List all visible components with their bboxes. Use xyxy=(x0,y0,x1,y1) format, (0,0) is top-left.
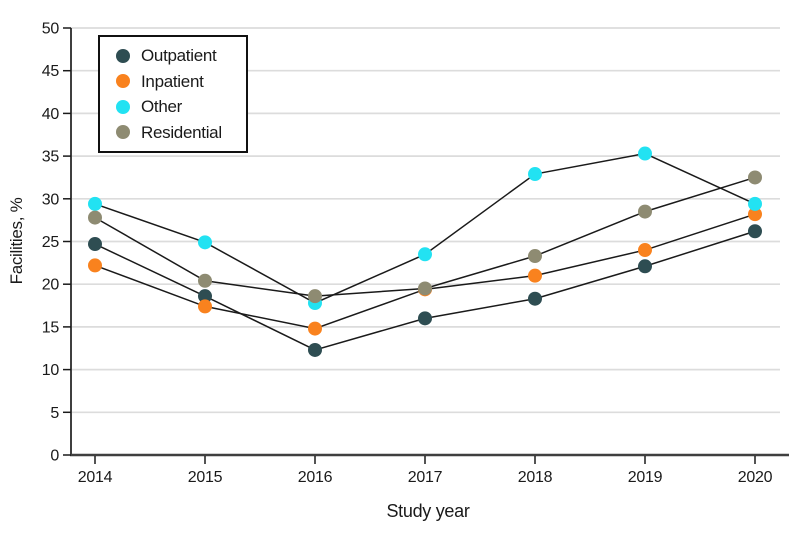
data-point-residential xyxy=(528,249,542,264)
x-tick-label: 2016 xyxy=(298,469,333,486)
x-tick-label: 2019 xyxy=(628,469,663,486)
x-tick-label: 2020 xyxy=(738,469,773,486)
data-point-outpatient xyxy=(88,237,102,252)
legend-item-residential: Residential xyxy=(116,124,246,141)
data-point-residential xyxy=(198,273,212,288)
y-tick-label: 35 xyxy=(42,149,60,166)
data-point-other xyxy=(528,167,542,182)
data-point-outpatient xyxy=(198,289,212,304)
y-tick-label: 0 xyxy=(50,448,59,465)
legend: Outpatient Inpatient Other Residential xyxy=(98,35,248,153)
data-point-other xyxy=(88,196,102,211)
data-point-inpatient xyxy=(198,299,212,314)
data-point-other xyxy=(418,247,432,262)
y-tick-label: 10 xyxy=(42,362,60,379)
data-point-outpatient xyxy=(418,311,432,326)
series-line-residential xyxy=(94,176,756,297)
data-point-outpatient xyxy=(638,259,652,274)
data-point-outpatient xyxy=(308,342,322,357)
y-tick-label: 50 xyxy=(42,21,60,38)
y-tick-label: 15 xyxy=(42,319,60,336)
data-point-residential xyxy=(748,170,762,185)
data-point-inpatient xyxy=(308,321,322,336)
data-point-residential xyxy=(308,289,322,304)
data-point-other xyxy=(638,146,652,161)
legend-marker-icon xyxy=(116,125,130,140)
data-point-other xyxy=(198,235,212,250)
x-tick-label: 2015 xyxy=(188,469,223,486)
legend-label: Outpatient xyxy=(141,46,217,66)
y-tick-label: 40 xyxy=(42,106,60,123)
y-axis-title: Facilities, % xyxy=(7,197,26,284)
y-tick-label: 25 xyxy=(42,234,60,251)
x-tick-label: 2014 xyxy=(78,469,113,486)
data-point-inpatient xyxy=(638,243,652,258)
y-tick-label: 45 xyxy=(42,63,60,80)
x-tick-label: 2018 xyxy=(518,469,553,486)
x-axis-title: Study year xyxy=(386,501,469,521)
data-point-other xyxy=(748,196,762,211)
data-point-residential xyxy=(638,204,652,219)
y-tick-label: 5 xyxy=(50,405,59,422)
y-tick-label: 20 xyxy=(42,277,60,294)
axis-tick-labels: 0 5 10 15 20 25 30 35 40 45 50 2014 2015 2016 2017 2018… xyxy=(42,21,773,487)
legend-label: Other xyxy=(141,97,183,117)
axis-ticks xyxy=(63,27,756,464)
data-point-outpatient xyxy=(748,224,762,239)
data-point-residential xyxy=(418,281,432,296)
legend-marker-icon xyxy=(116,74,130,89)
data-point-inpatient xyxy=(528,268,542,283)
legend-label: Inpatient xyxy=(141,71,204,91)
data-point-inpatient xyxy=(88,258,102,273)
legend-item-outpatient: Outpatient xyxy=(116,47,246,64)
y-tick-label: 30 xyxy=(42,191,60,208)
legend-label: Residential xyxy=(141,122,222,142)
legend-marker-icon xyxy=(116,99,130,114)
x-tick-label: 2017 xyxy=(408,469,443,486)
legend-item-inpatient: Inpatient xyxy=(116,73,246,90)
data-point-outpatient xyxy=(528,291,542,306)
legend-marker-icon xyxy=(116,48,130,63)
series-markers xyxy=(88,146,762,357)
data-point-residential xyxy=(88,210,102,225)
gridlines xyxy=(71,27,780,414)
data-point-inpatient xyxy=(748,207,762,222)
legend-item-other: Other xyxy=(116,98,246,115)
series-line-other xyxy=(94,152,756,304)
